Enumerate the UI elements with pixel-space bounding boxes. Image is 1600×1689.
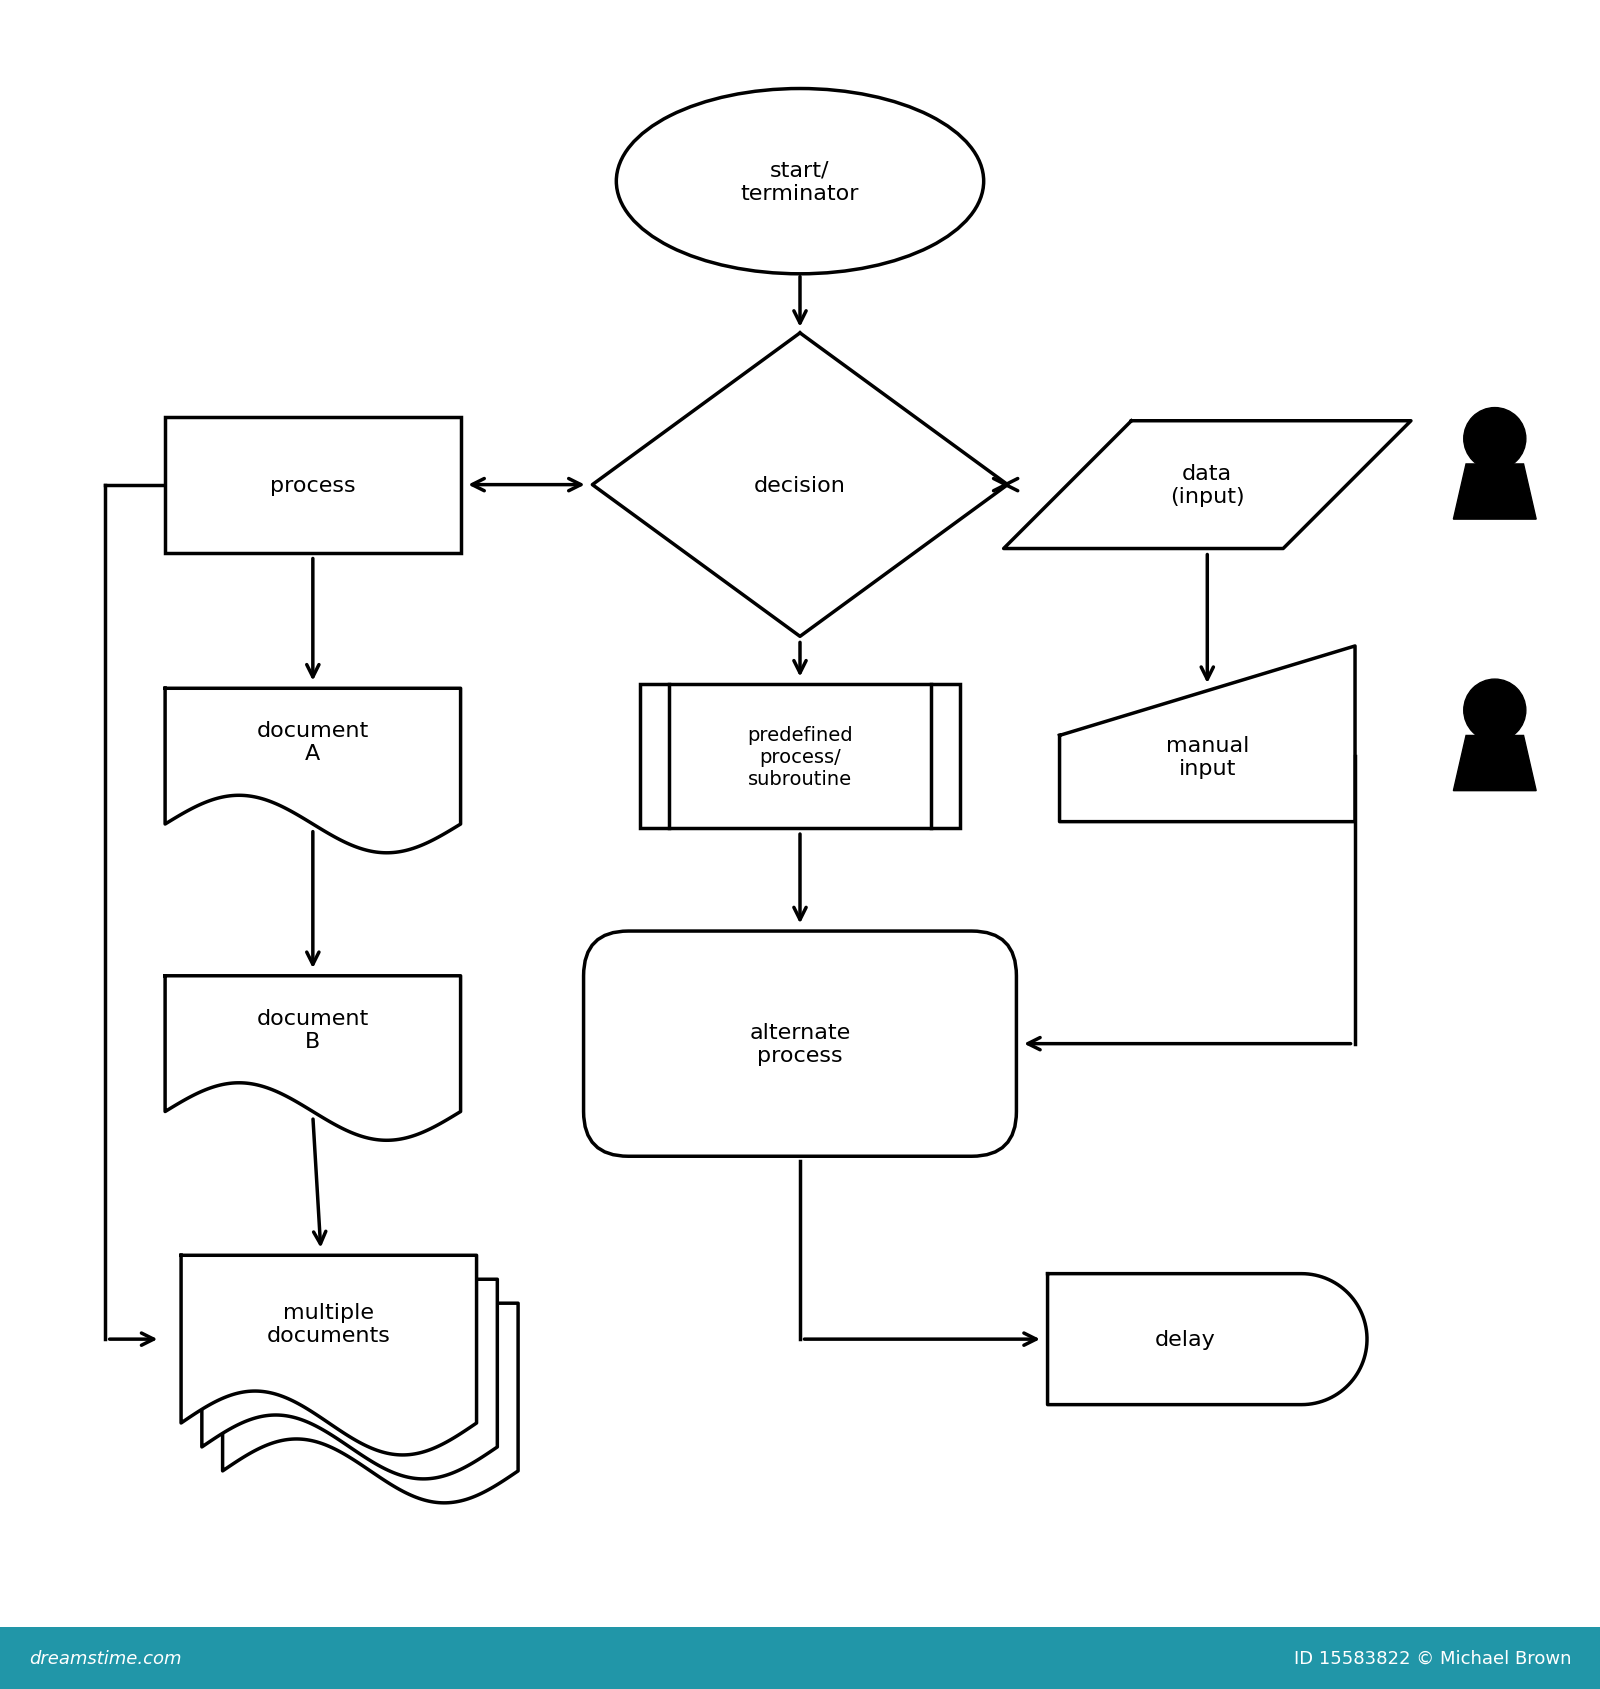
Bar: [640, 684, 960, 829]
Text: dreamstime.com: dreamstime.com: [29, 1648, 181, 1667]
Bar: [165, 417, 461, 554]
Text: ID 15583822 © Michael Brown: ID 15583822 © Michael Brown: [1294, 1648, 1571, 1667]
Text: delay: delay: [1155, 1329, 1216, 1350]
Polygon shape: [181, 1255, 477, 1454]
Text: alternate
process: alternate process: [749, 1022, 851, 1066]
Polygon shape: [1453, 736, 1536, 790]
Polygon shape: [1453, 464, 1536, 520]
Polygon shape: [1048, 1274, 1366, 1405]
Polygon shape: [1059, 647, 1355, 823]
Text: data
(input): data (input): [1170, 464, 1245, 507]
Polygon shape: [222, 1304, 518, 1503]
Text: predefined
process/
subroutine: predefined process/ subroutine: [747, 725, 853, 789]
Text: document
A: document A: [256, 721, 370, 763]
Circle shape: [1464, 409, 1526, 471]
Polygon shape: [592, 334, 1008, 637]
Text: decision: decision: [754, 475, 846, 495]
Polygon shape: [165, 976, 461, 1140]
Text: start/
terminator: start/ terminator: [741, 160, 859, 204]
FancyBboxPatch shape: [584, 932, 1016, 1157]
Text: manual
input: manual input: [1166, 735, 1250, 779]
Circle shape: [1464, 679, 1526, 741]
Text: multiple
documents: multiple documents: [267, 1302, 390, 1344]
Polygon shape: [165, 689, 461, 853]
Text: document
B: document B: [256, 1008, 370, 1051]
Ellipse shape: [616, 90, 984, 275]
Text: process: process: [270, 475, 355, 495]
Polygon shape: [202, 1280, 498, 1480]
Polygon shape: [1003, 422, 1411, 549]
